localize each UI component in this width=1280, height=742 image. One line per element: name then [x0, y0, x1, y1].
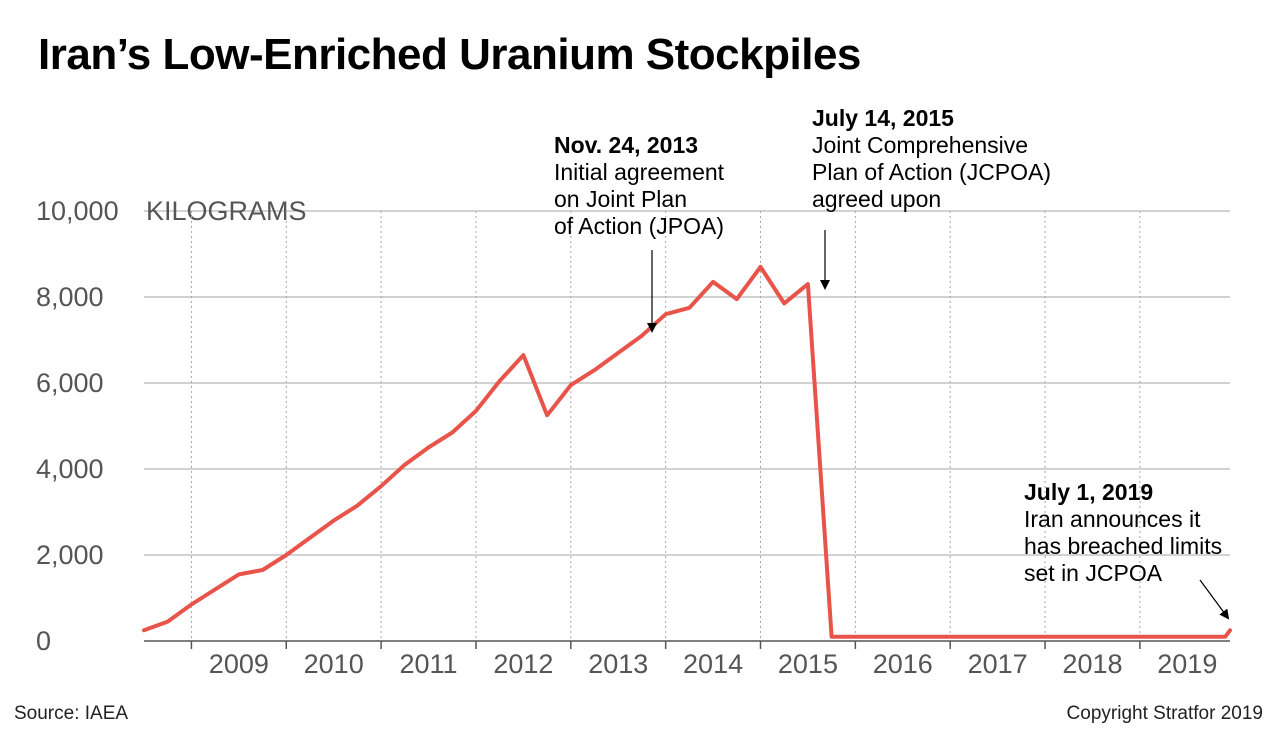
- x-tick-label: 2013: [588, 649, 648, 679]
- y-tick-label: 4,000: [36, 454, 104, 484]
- annotation-text: Joint Comprehensive: [812, 132, 1028, 158]
- annotation-text: has breached limits: [1024, 533, 1222, 559]
- annotation-text: of Action (JPOA): [554, 213, 724, 239]
- x-tick-label: 2010: [304, 649, 364, 679]
- y-tick-label: 2,000: [36, 540, 104, 570]
- annotation-text: set in JCPOA: [1024, 560, 1163, 586]
- y-tick-label: 10,000: [36, 196, 119, 226]
- stockpile-series-line: [142, 264, 1232, 639]
- y-unit-label: KILOGRAMS: [146, 196, 307, 226]
- annotation-text: on Joint Plan: [554, 186, 687, 212]
- x-tick-label: 2009: [209, 649, 269, 679]
- source-note: Source: IAEA: [14, 703, 129, 724]
- x-tick-label: 2011: [400, 649, 458, 679]
- x-tick-label: 2018: [1062, 649, 1122, 679]
- annotation-date: July 14, 2015: [812, 105, 954, 131]
- annotation-text: Iran announces it: [1024, 506, 1201, 532]
- y-tick-label: 0: [36, 626, 51, 656]
- x-tick-label: 2017: [968, 649, 1028, 679]
- annotation-date: July 1, 2019: [1024, 479, 1153, 505]
- annotation-text: Initial agreement: [554, 159, 725, 185]
- y-tick-label: 6,000: [36, 368, 104, 398]
- copyright-note: Copyright Stratfor 2019: [1066, 703, 1263, 724]
- annotation-text: agreed upon: [812, 186, 941, 212]
- x-tick-label: 2014: [683, 649, 743, 679]
- x-tick-label: 2016: [873, 649, 933, 679]
- x-tick-label: 2012: [493, 649, 553, 679]
- y-tick-label: 8,000: [36, 282, 104, 312]
- x-tick-label: 2015: [778, 649, 838, 679]
- annotation-text: Plan of Action (JCPOA): [812, 159, 1051, 185]
- chart-title: Iran’s Low-Enriched Uranium Stockpiles: [38, 30, 861, 79]
- x-tick-label: 2019: [1157, 649, 1217, 679]
- annotation-arrow: [1199, 579, 1230, 620]
- annotation-date: Nov. 24, 2013: [554, 132, 698, 158]
